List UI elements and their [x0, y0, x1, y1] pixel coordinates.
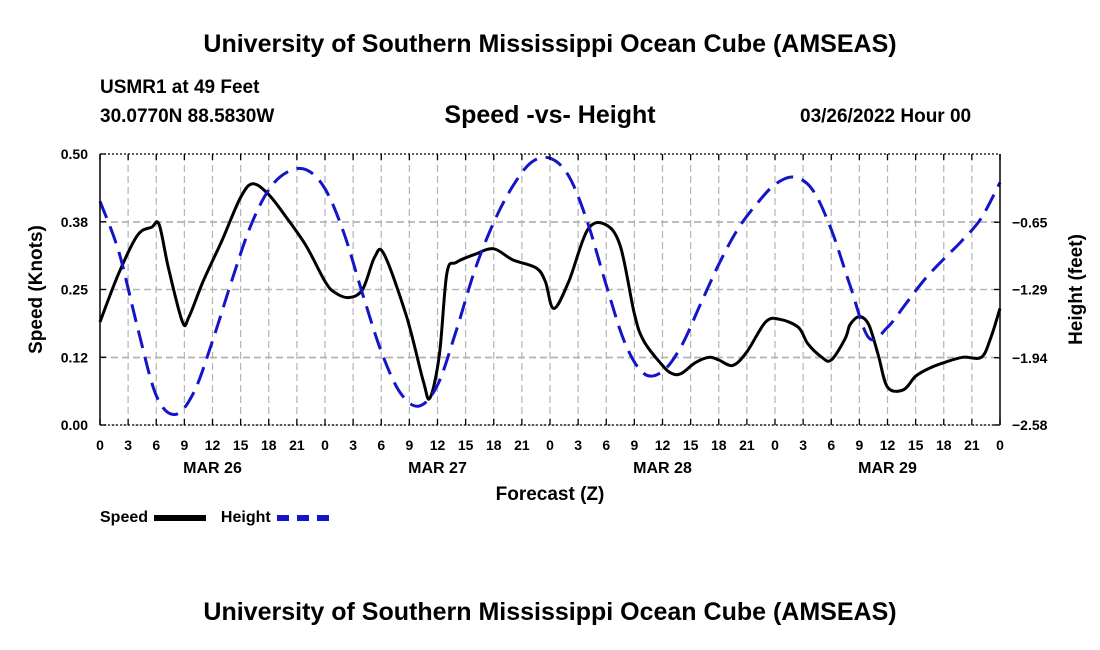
legend-height-swatch: [277, 515, 330, 521]
x-tick-label: 18: [486, 437, 502, 453]
x-tick-label: 0: [546, 437, 554, 453]
x-tick-label: 6: [827, 437, 835, 453]
y-tick-label: 0.38: [61, 214, 88, 230]
legend-speed-label: Speed: [100, 509, 149, 526]
x-tick-label: 15: [683, 437, 699, 453]
x-tick-label: 12: [205, 437, 221, 453]
x-tick-label: 0: [996, 437, 1004, 453]
x-axis-title: Forecast (Z): [496, 484, 605, 505]
x-tick-label: 3: [349, 437, 357, 453]
x-tick-label: 12: [880, 437, 896, 453]
x-tick-label: 3: [124, 437, 132, 453]
x-tick-label: 12: [655, 437, 671, 453]
y2-tick-label: −1.94: [1012, 350, 1048, 366]
x-tick-label: 15: [233, 437, 249, 453]
day-label: MAR 29: [858, 460, 917, 477]
chart-grid: [100, 154, 1000, 426]
y-tick-label: 0.25: [61, 282, 88, 298]
station-label: USMR1 at 49 Feet: [100, 77, 260, 98]
x-tick-label: 9: [180, 437, 188, 453]
y-tick-label: 0.00: [61, 417, 88, 433]
x-tick-label: 15: [908, 437, 924, 453]
chart-subtitle: Speed -vs- Height: [444, 101, 656, 129]
x-tick-label: 18: [711, 437, 727, 453]
x-tick-label: 12: [430, 437, 446, 453]
chart-axes: 0 3 6 9 12 15 18 21 0 3 6 9 12 15 18 21 0 3 6 9 12 15 18 21 0 3 6 9…: [26, 146, 1087, 505]
forecast-datetime: 03/26/2022 Hour 00: [800, 106, 972, 127]
x-tick-label: 21: [964, 437, 980, 453]
y-tick-label: 0.12: [61, 349, 88, 365]
page-title: University of Southern Mississippi Ocean…: [203, 30, 897, 58]
x-tick-label: 15: [458, 437, 474, 453]
x-tick-label: 9: [630, 437, 638, 453]
y-tick-label: 0.50: [61, 146, 88, 162]
x-tick-label: 6: [152, 437, 160, 453]
y2-tick-label: −1.29: [1012, 282, 1048, 298]
x-tick-label: 9: [855, 437, 863, 453]
legend-height-label: Height: [220, 509, 271, 526]
x-tick-label: 0: [96, 437, 104, 453]
day-label: MAR 28: [633, 460, 692, 477]
legend-speed-swatch: [154, 515, 207, 521]
station-coordinates: 30.0770N 88.5830W: [100, 106, 275, 127]
x-tick-label: 6: [602, 437, 610, 453]
day-label: MAR 26: [183, 460, 242, 477]
y2-tick-label: −2.58: [1012, 417, 1048, 433]
speed-height-chart: 0 3 6 9 12 15 18 21 0 3 6 9 12 15 18 21 0 3 6 9 12 15 18 21 0 3 6 9…: [26, 146, 1087, 505]
x-tick-label: 6: [377, 437, 385, 453]
x-tick-label: 3: [574, 437, 582, 453]
chart-legend: Speed Height: [100, 509, 339, 527]
x-tick-label: 21: [514, 437, 530, 453]
x-tick-label: 21: [289, 437, 305, 453]
y2-tick-label: −0.65: [1012, 214, 1048, 230]
x-tick-label: 18: [936, 437, 952, 453]
footer-title: University of Southern Mississippi Ocean…: [203, 598, 897, 626]
x-tick-label: 3: [799, 437, 807, 453]
y2-axis-title: Height (feet): [1066, 234, 1087, 345]
x-tick-label: 0: [321, 437, 329, 453]
day-label: MAR 27: [408, 460, 467, 477]
x-tick-label: 9: [405, 437, 413, 453]
y-axis-title: Speed (Knots): [26, 225, 47, 354]
x-tick-label: 0: [771, 437, 779, 453]
x-tick-label: 18: [261, 437, 277, 453]
x-tick-label: 21: [739, 437, 755, 453]
